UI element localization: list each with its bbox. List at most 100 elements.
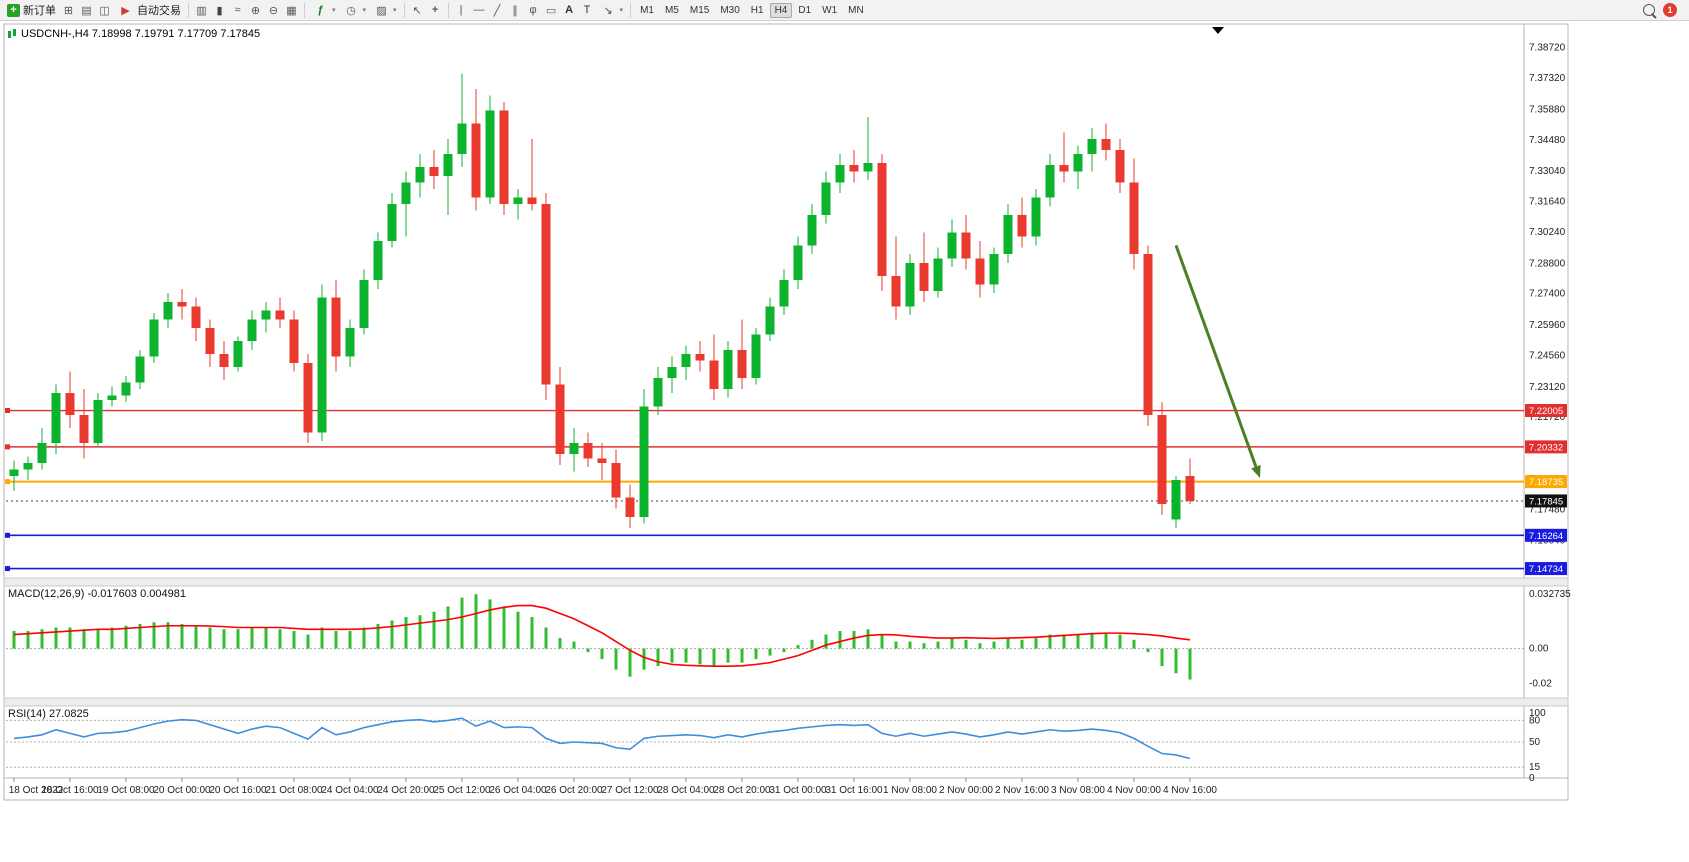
- horizontal-line-tool-icon[interactable]: [471, 3, 488, 18]
- text-tool-icon[interactable]: [561, 3, 578, 18]
- svg-text:27 Oct 12:00: 27 Oct 12:00: [601, 785, 659, 796]
- search-icon[interactable]: [1643, 4, 1655, 16]
- shapes-tool-icon[interactable]: [543, 3, 560, 18]
- horizontal-line-7.16264[interactable]: [5, 532, 1524, 538]
- timeframe-h4[interactable]: H4: [769, 2, 793, 18]
- svg-text:7.33040: 7.33040: [1529, 166, 1566, 177]
- svg-text:15: 15: [1529, 762, 1541, 773]
- timeframe-d1[interactable]: D1: [793, 3, 816, 18]
- timeframe-m15[interactable]: M15: [685, 3, 714, 18]
- arrows-tool-button[interactable]: ▾: [597, 2, 627, 19]
- candlesticks[interactable]: [9, 73, 1195, 529]
- timeframe-w1[interactable]: W1: [817, 3, 842, 18]
- chart-shift-marker: [1212, 27, 1224, 34]
- horizontal-line-7.22005[interactable]: [5, 408, 1524, 414]
- horizontal-line-7.18735[interactable]: [5, 479, 1524, 485]
- autotrading-label: 自动交易: [137, 5, 181, 17]
- candlestick-icon: [8, 29, 17, 39]
- price-chart[interactable]: 7.38720 7.37320 7.35880 7.34480 7.33040 7.316…: [0, 22, 1689, 862]
- toolbar-separator: [403, 2, 405, 18]
- svg-text:20 Oct 00:00: 20 Oct 00:00: [153, 785, 211, 796]
- svg-text:28 Oct 04:00: 28 Oct 04:00: [657, 785, 715, 796]
- periods-button[interactable]: ▾: [340, 2, 370, 19]
- svg-text:21 Oct 08:00: 21 Oct 08:00: [265, 785, 323, 796]
- price-badge: 7.20332: [1525, 440, 1567, 454]
- chevron-down-icon: ▾: [332, 7, 336, 14]
- timeframe-m30[interactable]: M30: [715, 3, 744, 18]
- rsi-indicator-label: RSI(14) 27.0825: [8, 708, 89, 720]
- horizontal-line-7.20332[interactable]: [5, 444, 1524, 450]
- notification-badge[interactable]: 1: [1663, 3, 1677, 17]
- svg-text:19 Oct 08:00: 19 Oct 08:00: [97, 785, 155, 796]
- charts-window-icon[interactable]: [60, 3, 77, 18]
- svg-text:0.00: 0.00: [1529, 644, 1549, 655]
- label-tool-icon[interactable]: [579, 3, 596, 18]
- chevron-down-icon: ▾: [619, 7, 624, 14]
- new-order-button[interactable]: 新订单: [4, 1, 59, 19]
- trend-arrow[interactable]: [1174, 244, 1261, 479]
- macd-panel[interactable]: 0.032735 0.00 -0.02: [6, 589, 1571, 690]
- svg-text:7.34480: 7.34480: [1529, 135, 1566, 146]
- timeframe-mn[interactable]: MN: [843, 3, 869, 18]
- timeframe-h1[interactable]: H1: [746, 3, 769, 18]
- chart-symbol-info: USDCNH-,H4 7.18998 7.19791 7.17709 7.178…: [8, 28, 260, 40]
- svg-text:4 Nov 00:00: 4 Nov 00:00: [1107, 785, 1161, 796]
- svg-text:18 Oct 2022: 18 Oct 2022: [9, 785, 64, 796]
- channel-tool-icon[interactable]: [507, 3, 524, 18]
- zoom-in-icon[interactable]: [247, 3, 264, 18]
- svg-text:4 Nov 16:00: 4 Nov 16:00: [1163, 785, 1217, 796]
- svg-text:7.20332: 7.20332: [1529, 442, 1563, 453]
- svg-text:7.27400: 7.27400: [1529, 289, 1566, 300]
- svg-text:0.032735: 0.032735: [1529, 589, 1571, 600]
- profile-icon[interactable]: [78, 3, 95, 18]
- autotrading-button[interactable]: 自动交易: [114, 1, 184, 19]
- chart-window[interactable]: 7.38720 7.37320 7.35880 7.34480 7.33040 7.316…: [0, 22, 1689, 862]
- svg-text:24 Oct 04:00: 24 Oct 04:00: [321, 785, 379, 796]
- svg-text:7.22005: 7.22005: [1529, 406, 1563, 417]
- svg-text:24 Oct 20:00: 24 Oct 20:00: [377, 785, 435, 796]
- macd-indicator-label: MACD(12,26,9) -0.017603 0.004981: [8, 588, 186, 600]
- crosshair-tool-icon[interactable]: [427, 3, 444, 18]
- bar-chart-icon[interactable]: [193, 3, 210, 18]
- tile-windows-icon[interactable]: [283, 3, 300, 18]
- svg-text:1 Nov 08:00: 1 Nov 08:00: [883, 785, 937, 796]
- cursor-tool-icon[interactable]: [409, 3, 426, 18]
- svg-text:31 Oct 00:00: 31 Oct 00:00: [769, 785, 827, 796]
- fibonacci-tool-icon[interactable]: [525, 3, 542, 18]
- svg-text:0: 0: [1529, 773, 1535, 784]
- new-order-label: 新订单: [23, 5, 56, 17]
- timeframe-m5[interactable]: M5: [660, 3, 684, 18]
- price-badge: 7.17845: [1525, 494, 1567, 508]
- svg-text:7.24560: 7.24560: [1529, 350, 1566, 361]
- svg-text:7.21720: 7.21720: [1529, 412, 1566, 423]
- templates-button[interactable]: ▾: [370, 2, 400, 19]
- svg-text:7.18735: 7.18735: [1529, 477, 1563, 488]
- zoom-out-icon[interactable]: [265, 3, 282, 18]
- trendline-tool-icon[interactable]: [489, 3, 506, 18]
- indicators-button[interactable]: ▾: [309, 2, 339, 19]
- indicators-icon: [312, 3, 329, 18]
- horizontal-line-7.14734[interactable]: [5, 566, 1524, 572]
- new-order-icon: [7, 3, 20, 17]
- svg-text:2 Nov 00:00: 2 Nov 00:00: [939, 785, 993, 796]
- templates-icon: [373, 3, 390, 18]
- price-badge: 7.14734: [1525, 562, 1567, 576]
- svg-text:26 Oct 20:00: 26 Oct 20:00: [545, 785, 603, 796]
- candlestick-chart-icon[interactable]: [211, 3, 228, 18]
- svg-text:28 Oct 20:00: 28 Oct 20:00: [713, 785, 771, 796]
- svg-text:7.25960: 7.25960: [1529, 320, 1566, 331]
- price-badge: 7.22005: [1525, 404, 1567, 418]
- svg-text:7.31640: 7.31640: [1529, 197, 1566, 208]
- navigator-icon[interactable]: [96, 3, 113, 18]
- svg-text:3 Nov 08:00: 3 Nov 08:00: [1051, 785, 1105, 796]
- svg-text:18 Oct 16:00: 18 Oct 16:00: [41, 785, 99, 796]
- timeframe-m1[interactable]: M1: [635, 3, 659, 18]
- main-toolbar: 新订单 自动交易 ▾ ▾ ▾ ▾ M1 M5 M: [0, 0, 1689, 21]
- autotrading-icon: [117, 3, 134, 18]
- svg-text:100: 100: [1529, 708, 1546, 719]
- vertical-line-tool-icon[interactable]: [453, 3, 470, 18]
- line-chart-icon[interactable]: [229, 3, 246, 18]
